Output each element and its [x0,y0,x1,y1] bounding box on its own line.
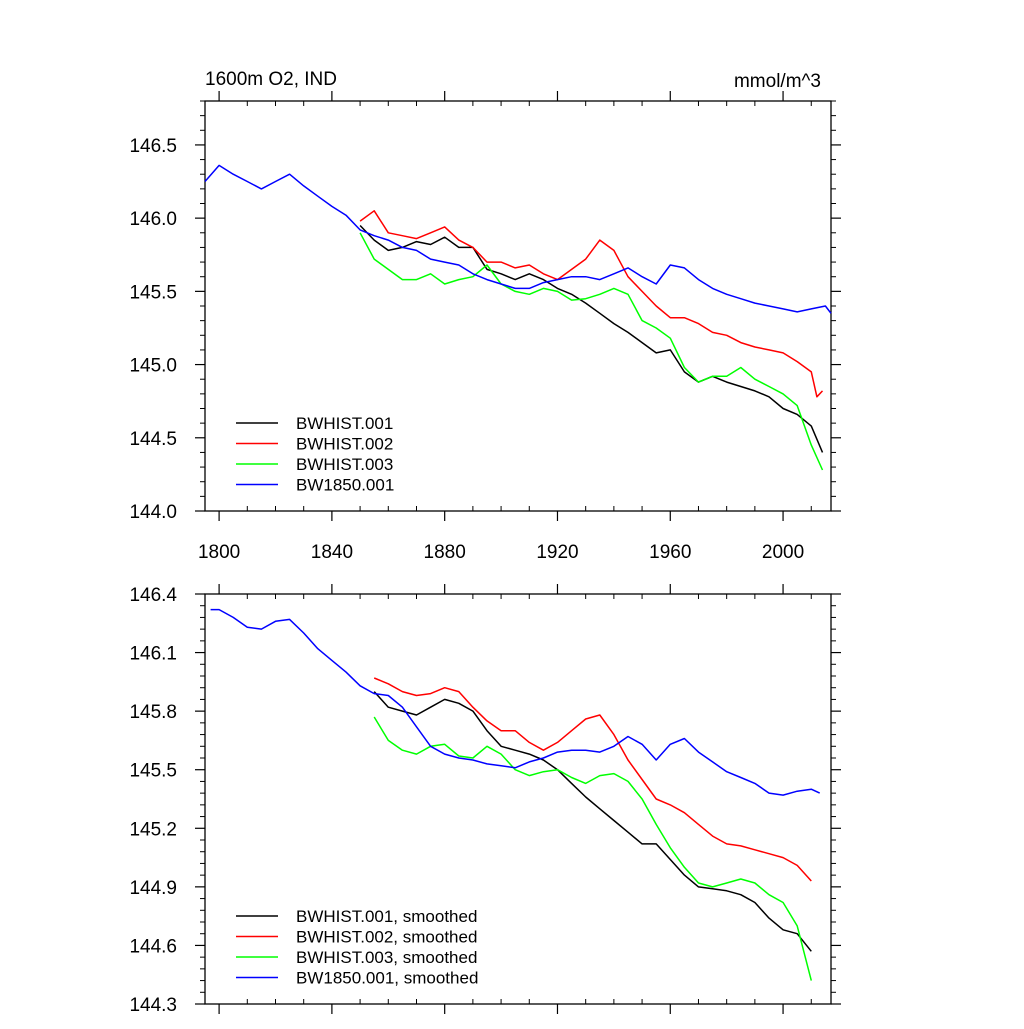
series-line-4 [210,608,821,796]
chart-title-left: 1600m O2, IND [205,69,337,90]
y-tick-label: 145.8 [129,702,177,723]
y-tick-label: 146.4 [129,585,177,606]
y-tick-label: 144.6 [129,936,177,957]
y-tick-label: 146.0 [129,209,177,230]
y-tick-label: 144.3 [129,995,177,1016]
y-tick-label: 146.5 [129,136,177,157]
series-line-3 [373,716,813,981]
legend-label: BWHIST.003, smoothed [296,948,477,967]
legend-label: BWHIST.002, smoothed [296,928,477,947]
chart-title-right: mmol/m^3 [734,71,821,92]
x-tick-label: 2000 [762,542,804,563]
legend-label: BWHIST.001 [296,414,393,433]
x-tick-label: 1960 [649,542,691,563]
legend-label: BW1850.001 [296,476,394,495]
chart-panel-1: 144.0 144.5 145.0 145.5 146.0 146.5 1800 1840 18… [129,69,841,563]
y-tick-label: 145.0 [129,356,177,377]
legend-label: BWHIST.002 [296,435,393,454]
legend-label: BWHIST.003 [296,455,393,474]
series-line-1 [373,691,812,952]
series-line-4 [204,164,832,314]
y-tick-label: 145.5 [129,282,177,303]
legend-label: BW1850.001, smoothed [296,969,478,988]
x-tick-label: 1800 [198,542,240,563]
series-line-1 [359,224,824,453]
y-tick-label: 146.1 [129,644,177,665]
y-tick-label: 144.0 [129,502,177,523]
y-tick-label: 144.5 [129,429,177,450]
series-line-2 [359,210,824,398]
x-tick-label: 1840 [311,542,353,563]
y-tick-label: 145.5 [129,761,177,782]
series-line-3 [359,232,824,471]
x-tick-label: 1880 [424,542,466,563]
y-tick-label: 145.2 [129,819,177,840]
series-line-2 [373,677,812,882]
x-tick-label: 1920 [536,542,578,563]
legend-label: BWHIST.001, smoothed [296,907,477,926]
plot-frame [204,593,832,1005]
chart-panel-2: 144.3 144.6 144.9 145.2 145.5 145.8 146.1 146.4… [129,584,841,1016]
y-tick-label: 144.9 [129,878,177,899]
